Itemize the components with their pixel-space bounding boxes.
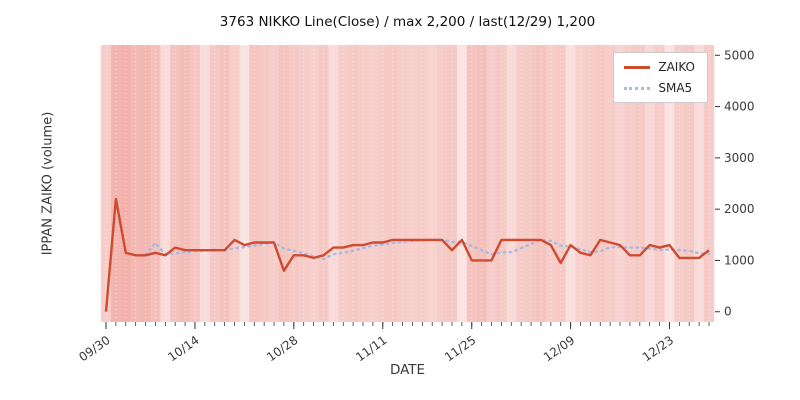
y-axis-ticks: 0 1000 2000 3000 4000 5000 (715, 48, 755, 319)
legend-label-sma5: SMA5 (658, 81, 693, 95)
plot-background (100, 45, 715, 322)
legend-item-sma5: SMA5 (624, 81, 695, 95)
x-tick-label: 10/14 (165, 333, 201, 364)
y-axis-label: IPPAN ZAIKO (volume) (40, 111, 56, 256)
x-tick-label: 11/25 (442, 333, 478, 364)
x-tick-label: 11/11 (353, 333, 389, 364)
y-tick-label: 5000 (724, 48, 755, 62)
zaiko-line (104, 197, 710, 312)
y-tick-label: 3000 (724, 151, 755, 165)
legend-item-zaiko: ZAIKO (624, 60, 695, 74)
sma5-line-swatch-icon (624, 86, 651, 90)
y-tick-label: 1000 (724, 253, 755, 267)
zaiko-line-swatch-icon (624, 65, 651, 69)
legend: ZAIKO SMA5 (613, 52, 708, 103)
background-bands (101, 45, 714, 322)
x-tick-label: 12/23 (640, 333, 676, 364)
x-tick-label: 09/30 (76, 333, 112, 364)
legend-label-zaiko: ZAIKO (658, 60, 695, 74)
y-tick-label: 2000 (724, 202, 755, 216)
y-tick-label: 0 (724, 305, 732, 319)
x-tick-label: 12/09 (541, 333, 577, 364)
chart-title: 3763 NIKKO Line(Close) / max 2,200 / las… (219, 14, 596, 30)
x-axis-label: DATE (389, 362, 426, 378)
x-axis-ticks: 09/30 10/14 10/28 11/11 11/25 12/09 12/23 (76, 322, 710, 364)
y-tick-label: 4000 (724, 100, 755, 114)
sma5-line (144, 238, 711, 261)
x-tick-label: 10/28 (264, 333, 300, 364)
